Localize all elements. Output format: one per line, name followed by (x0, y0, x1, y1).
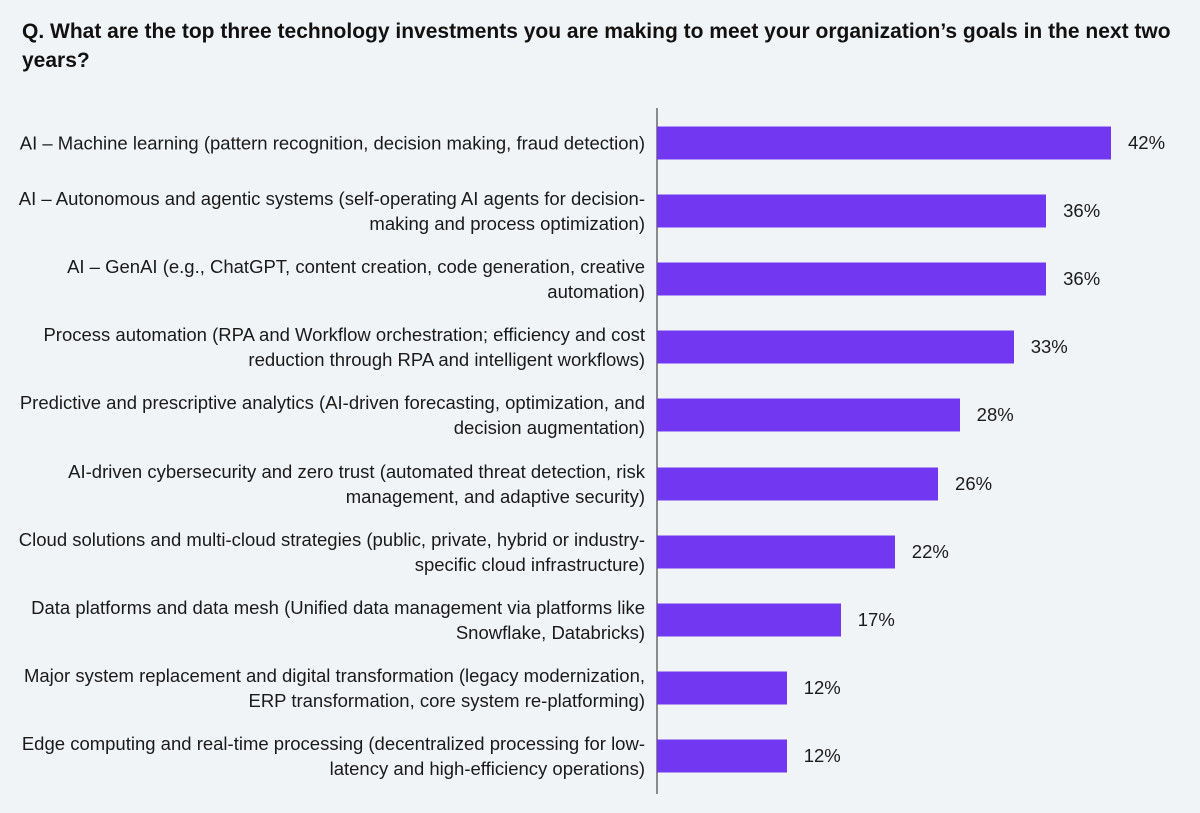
category-label: Major system replacement and digital tra… (23, 665, 645, 712)
bar (657, 467, 939, 500)
category-label: Cloud solutions and multi-cloud strategi… (18, 528, 645, 575)
data-label: 12% (803, 677, 841, 699)
data-label: 36% (1063, 267, 1101, 289)
data-label: 28% (976, 404, 1014, 426)
data-label: 36% (1063, 199, 1101, 221)
category-label: AI – GenAI (e.g., ChatGPT, content creat… (67, 255, 645, 302)
data-label: 26% (955, 472, 993, 494)
bar (657, 398, 960, 432)
category-label: AI – Autonomous and agentic systems (sel… (18, 187, 645, 234)
bar (657, 603, 841, 637)
data-label: 33% (1030, 336, 1068, 358)
data-label: 12% (803, 745, 841, 767)
data-label: 42% (1128, 131, 1166, 153)
bar (657, 126, 1111, 159)
question-title: Q. What are the top three technology inv… (22, 20, 1171, 72)
data-label: 17% (857, 608, 895, 630)
bar (657, 194, 1047, 228)
category-label: AI – Machine learning (pattern recogniti… (19, 132, 645, 153)
bar (657, 330, 1014, 364)
category-axis-line (656, 108, 658, 794)
bar (657, 535, 895, 569)
category-label: Data platforms and data mesh (Unified da… (31, 596, 645, 643)
category-label: Edge computing and real-time processing … (21, 733, 645, 780)
category-label: Process automation (RPA and Workflow orc… (43, 324, 645, 371)
category-label: AI-driven cybersecurity and zero trust (… (68, 460, 645, 507)
bar (657, 739, 787, 773)
data-label: 22% (911, 540, 949, 562)
bar (657, 262, 1047, 296)
bar (657, 671, 787, 705)
category-label: Predictive and prescriptive analytics (A… (19, 392, 645, 439)
